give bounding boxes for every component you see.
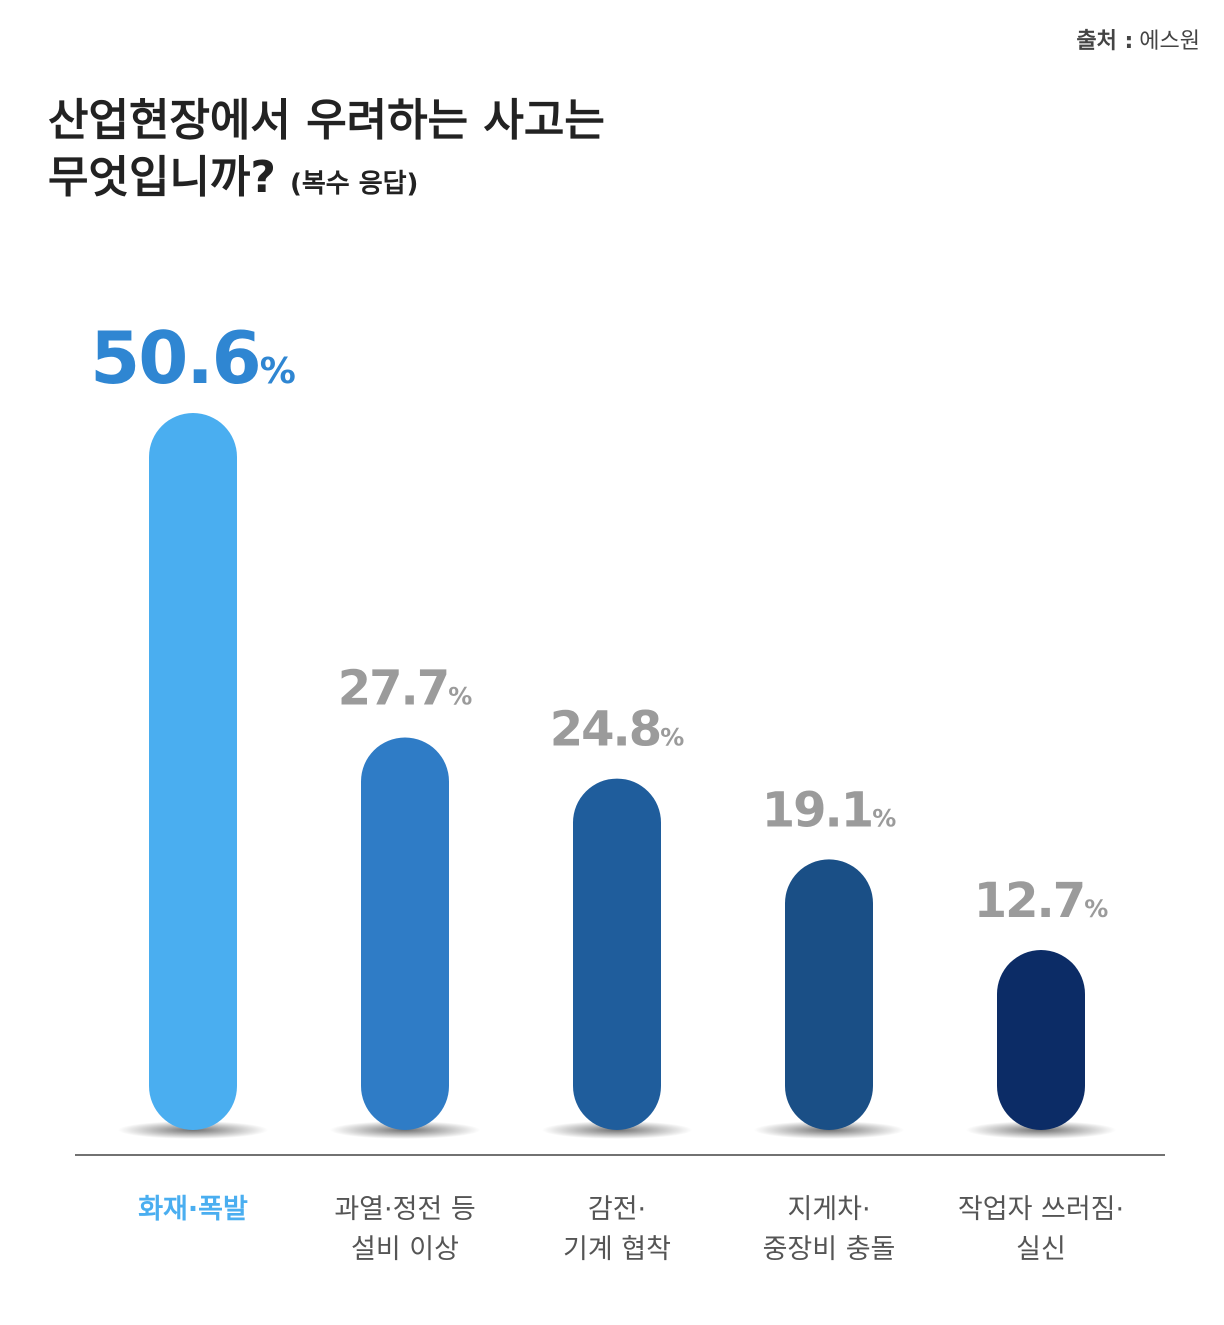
value-label: 27.7% bbox=[338, 660, 472, 716]
value-label: 19.1% bbox=[762, 782, 896, 838]
value-label: 12.7% bbox=[974, 873, 1108, 929]
value-label: 24.8% bbox=[550, 702, 684, 758]
bar bbox=[361, 737, 449, 1130]
value-label: 50.6% bbox=[90, 316, 296, 400]
chart-title: 무엇입니까? (복수 응답) bbox=[48, 152, 418, 203]
x-tick-label: 감전· 기계 협착 bbox=[563, 1194, 671, 1265]
chart-title-line: 무엇입니까? bbox=[48, 152, 276, 203]
x-tick-label: 과열·정전 등 설비 이상 bbox=[334, 1194, 475, 1265]
chart-title: 산업현장에서 우려하는 사고는 bbox=[48, 95, 605, 146]
bar bbox=[997, 950, 1085, 1130]
source: 출처 : 에스원 bbox=[1076, 29, 1200, 54]
chart-subtitle: (복수 응답) bbox=[290, 169, 419, 199]
bar bbox=[149, 413, 237, 1130]
bar bbox=[785, 859, 873, 1130]
x-tick-label: 지게차· 중장비 충돌 bbox=[763, 1194, 896, 1265]
x-tick-label: 화재·폭발 bbox=[138, 1194, 248, 1225]
source-label: 출처 : bbox=[1076, 29, 1133, 54]
source-name: 에스원 bbox=[1139, 29, 1200, 54]
x-tick-label: 작업자 쓰러짐· 실신 bbox=[958, 1194, 1124, 1265]
bar bbox=[573, 778, 661, 1130]
